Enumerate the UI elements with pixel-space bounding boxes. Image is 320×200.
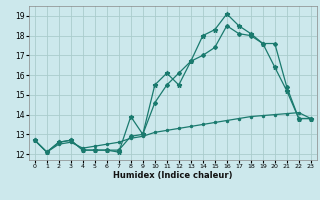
X-axis label: Humidex (Indice chaleur): Humidex (Indice chaleur) <box>113 171 233 180</box>
